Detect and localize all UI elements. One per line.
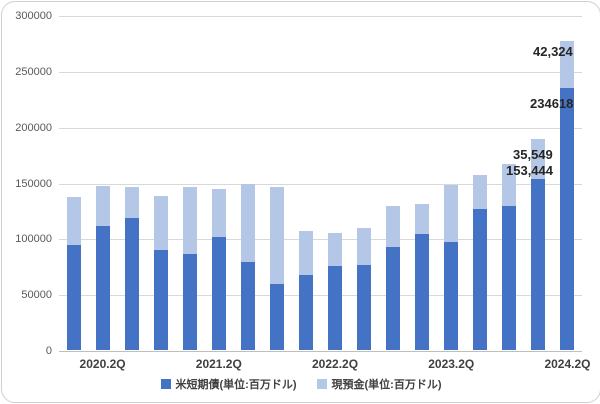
- gridline: [59, 351, 582, 352]
- legend-item-cash: 現預金(単位:百万ドル): [316, 376, 442, 392]
- bonds-segment: [531, 178, 546, 350]
- bonds-segment: [240, 261, 255, 350]
- bonds-segment: [269, 284, 284, 350]
- cash-segment: [211, 189, 226, 238]
- stacked-bar-2021.3Q: [240, 183, 255, 350]
- annotation-cash-2024-2q: 42,324: [533, 44, 573, 59]
- stacked-bar-2021.2Q: [211, 189, 226, 350]
- cash-segment: [444, 184, 459, 242]
- bonds-segment: [182, 253, 197, 350]
- legend-label-cash: 現預金(単位:百万ドル): [331, 379, 442, 391]
- y-axis-tick-label: 100000: [15, 233, 52, 246]
- bonds-segment: [328, 266, 343, 350]
- cash-segment: [560, 40, 575, 89]
- bonds-segment: [211, 237, 226, 350]
- cash-segment: [269, 186, 284, 285]
- x-axis-tick-label: 2024.2Q: [544, 357, 591, 371]
- bonds-segment: [95, 226, 110, 350]
- annotation-bonds-2024-1q: 153,444: [506, 163, 553, 178]
- cash-segment: [298, 230, 313, 276]
- x-axis-tick-label: 2020.2Q: [79, 357, 126, 371]
- stacked-bar-2020.4Q: [153, 195, 168, 350]
- bonds-segment: [444, 241, 459, 350]
- gridline: [59, 127, 582, 129]
- gridline: [59, 71, 582, 73]
- bonds-segment: [66, 245, 81, 350]
- stacked-bar-2023.4Q: [502, 163, 517, 350]
- y-axis-tick-label: 250000: [15, 65, 52, 78]
- cash-segment: [66, 197, 81, 246]
- stacked-bar-2023.1Q: [415, 203, 430, 350]
- gridline: [59, 295, 582, 297]
- stacked-bar-2022.4Q: [386, 205, 401, 350]
- bonds-segment: [124, 218, 139, 350]
- gridline: [59, 239, 582, 241]
- bonds-segment: [386, 247, 401, 350]
- y-axis-tick-label: 0: [45, 345, 52, 357]
- stacked-bar-2024.1Q: [531, 138, 546, 350]
- cash-segment: [95, 185, 110, 227]
- x-axis-tick-label: 2023.2Q: [428, 357, 475, 371]
- stacked-bar-2020.1Q: [66, 197, 81, 350]
- y-axis-tick-label: 200000: [15, 121, 52, 134]
- stacked-bar-2020.3Q: [124, 186, 139, 350]
- bonds-segment: [357, 265, 372, 350]
- stacked-bar-2023.3Q: [473, 174, 488, 350]
- cash-segment: [124, 186, 139, 219]
- annotation-bonds-2024-2q: 234618: [530, 96, 574, 111]
- bonds-segment: [153, 249, 168, 350]
- cash-segment: [502, 163, 517, 206]
- cash-segment: [415, 203, 430, 234]
- legend: 米短期債(単位:百万ドル) 現預金(単位:百万ドル): [2, 376, 600, 392]
- cash-segment: [357, 228, 372, 266]
- gridline: [59, 16, 582, 17]
- stacked-bar-2022.2Q: [328, 232, 343, 350]
- x-axis-tick-label: 2021.2Q: [195, 357, 242, 371]
- stacked-bar-2021.1Q: [182, 186, 197, 350]
- bonds-segment: [415, 233, 430, 350]
- gridline: [59, 183, 582, 185]
- cash-segment: [473, 174, 488, 210]
- cash-segment: [531, 138, 546, 179]
- cash-segment: [328, 232, 343, 267]
- stacked-bar-2021.4Q: [269, 186, 284, 350]
- y-axis-tick-label: 50000: [21, 289, 52, 302]
- stacked-bar-2022.1Q: [298, 230, 313, 350]
- plot-area: [59, 16, 582, 352]
- bonds-segment: [502, 205, 517, 350]
- stacked-bar-2022.3Q: [357, 228, 372, 350]
- bonds-segment: [560, 88, 575, 350]
- legend-label-bonds: 米短期債(単位:百万ドル): [175, 379, 297, 391]
- cash-segment: [182, 186, 197, 254]
- bonds-segment: [473, 209, 488, 350]
- bonds-swatch-icon: [160, 379, 171, 389]
- stacked-bar-2023.2Q: [444, 184, 459, 350]
- cash-segment: [240, 183, 255, 262]
- cash-swatch-icon: [316, 379, 327, 389]
- annotation-cash-2024-1q: 35,549: [513, 147, 553, 162]
- x-axis-tick-label: 2022.2Q: [311, 357, 359, 371]
- y-axis-tick-label: 150000: [15, 177, 52, 190]
- cash-segment: [153, 195, 168, 250]
- y-axis-tick-label: 300000: [15, 10, 52, 22]
- bonds-segment: [298, 275, 313, 350]
- cash-segment: [386, 205, 401, 248]
- legend-item-bonds: 米短期債(単位:百万ドル): [160, 376, 297, 392]
- stacked-bar-2024.2Q: [560, 40, 575, 350]
- stacked-bar-2020.2Q: [95, 185, 110, 350]
